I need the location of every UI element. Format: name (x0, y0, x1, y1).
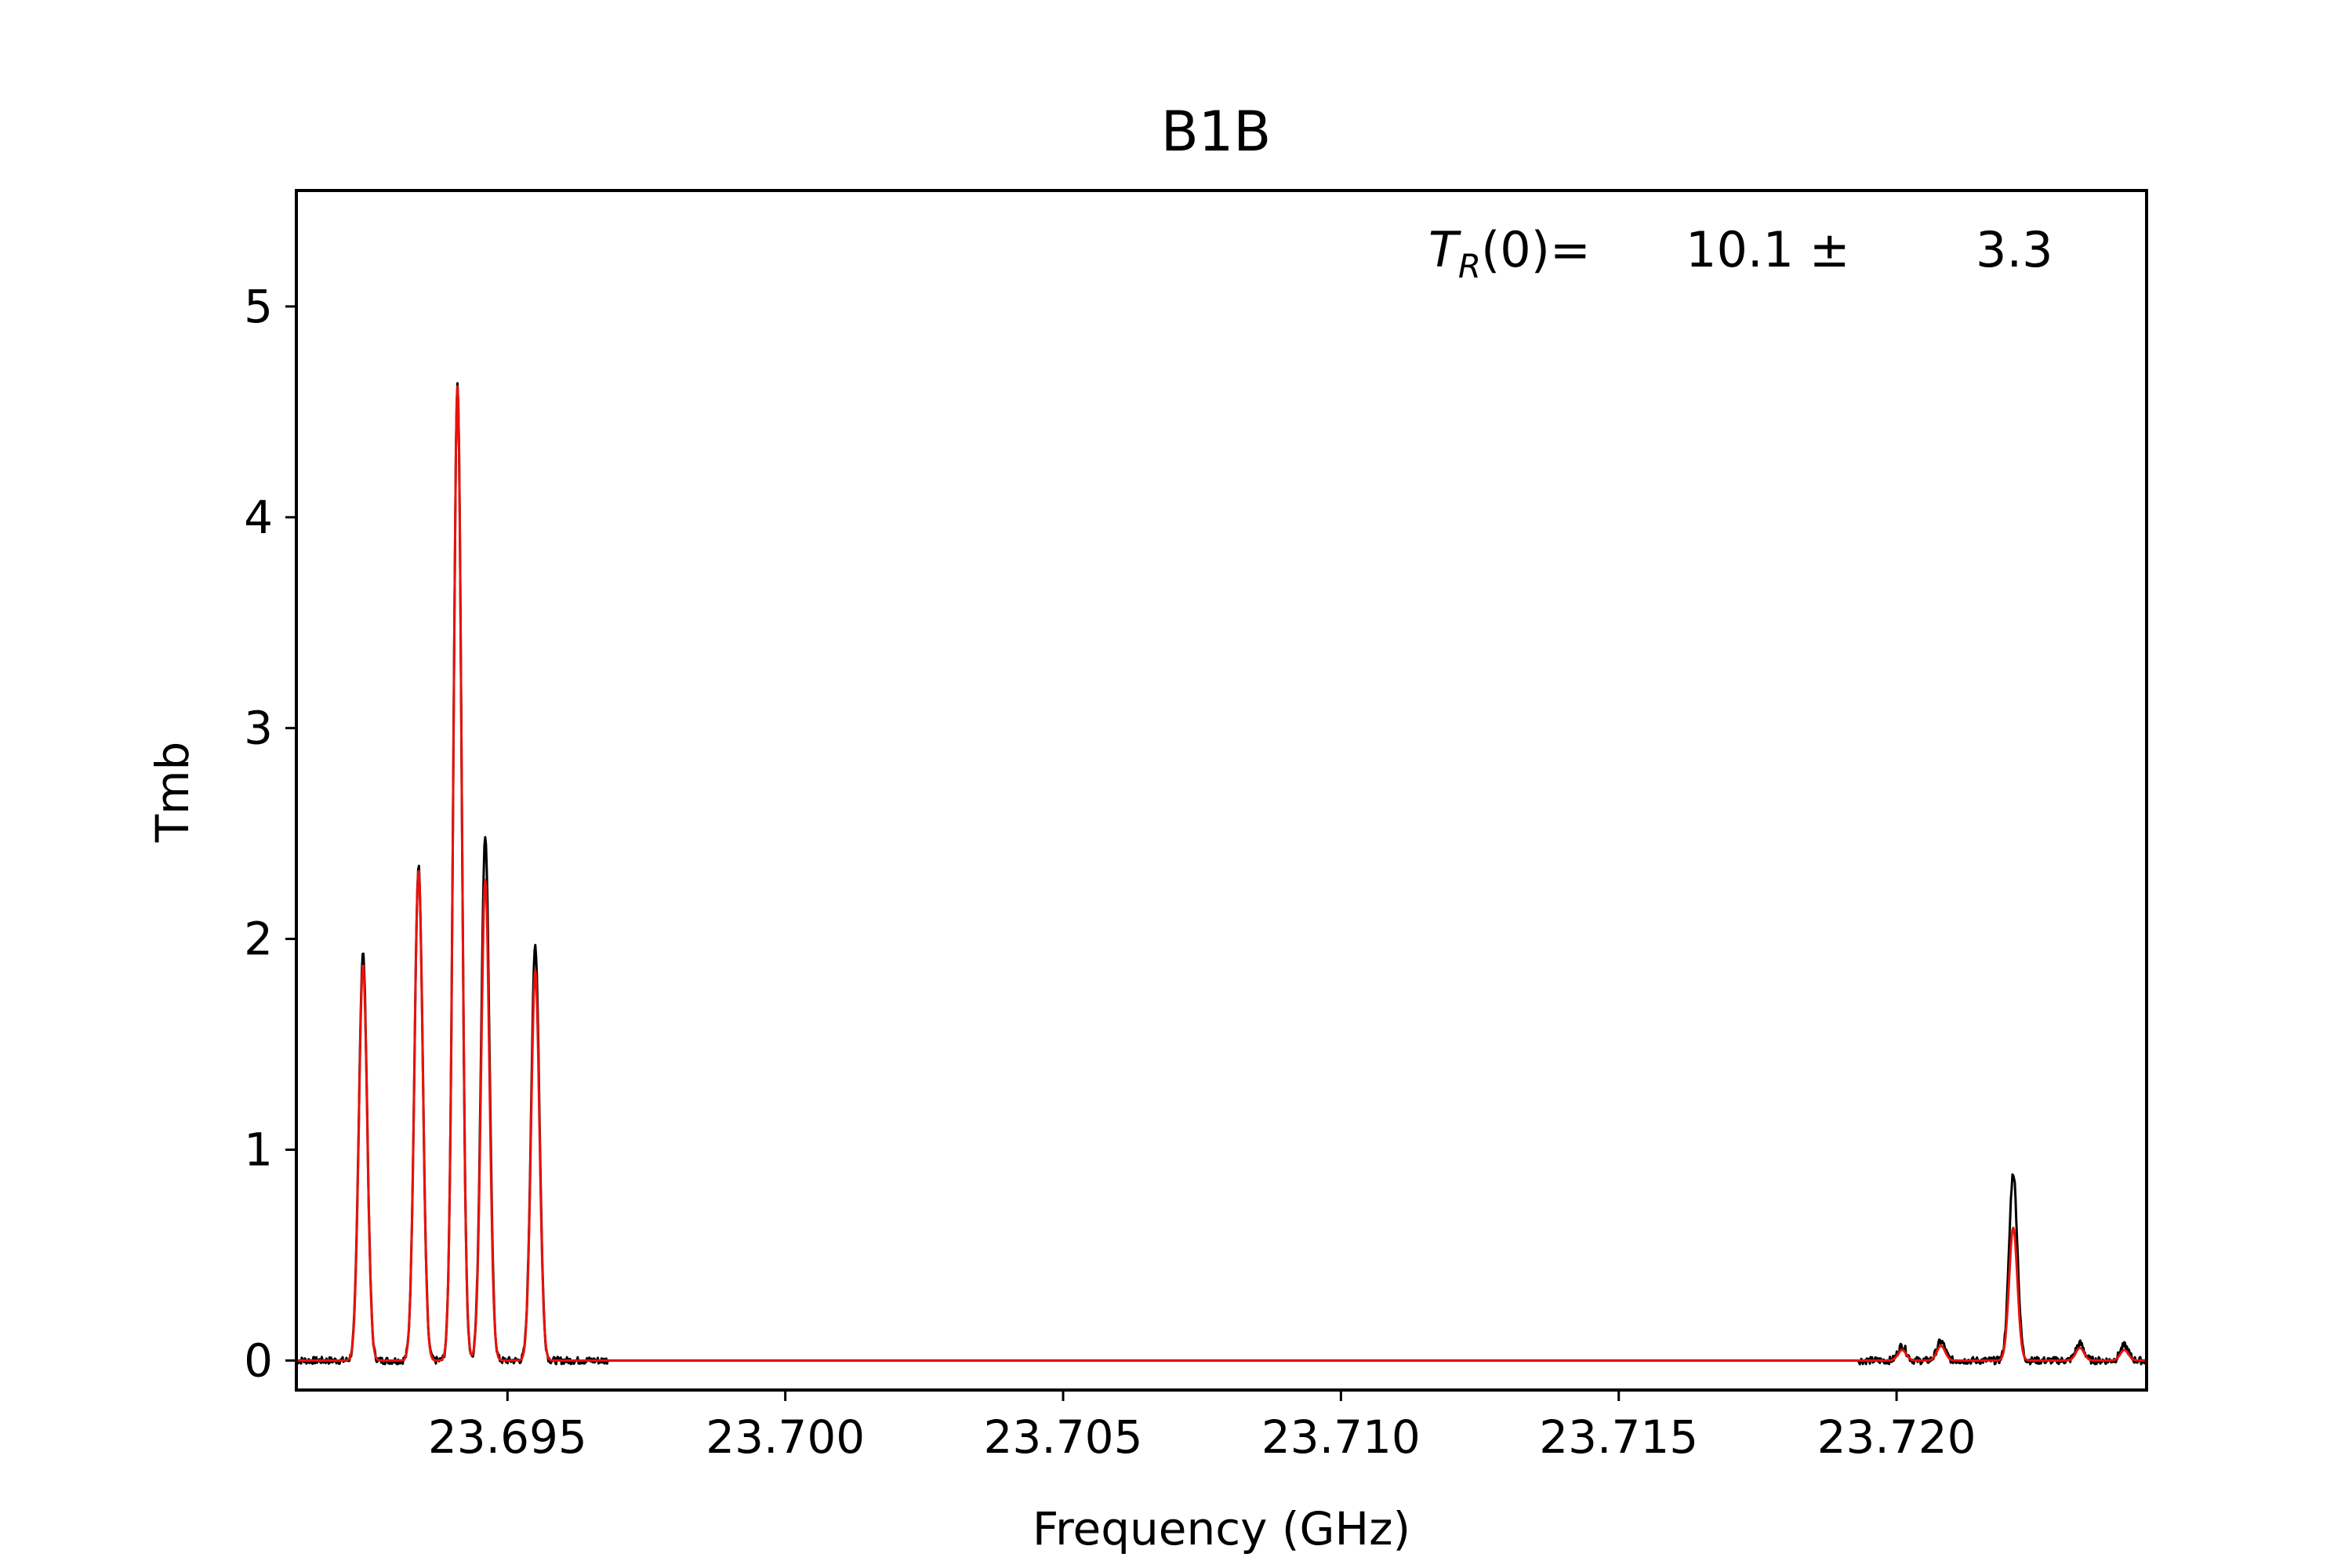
chart-title: B1B (1161, 100, 1272, 164)
y-axis-label: Tmb (146, 742, 199, 844)
plot-frame (295, 189, 2148, 1392)
y-tick-label: 4 (244, 491, 273, 544)
tr0-symbol: T (1428, 221, 1461, 278)
model-fit-line (296, 385, 2147, 1362)
y-tick-label: 5 (244, 280, 273, 333)
observed-spectrum-line (296, 382, 2148, 1366)
y-tick-label: 0 (244, 1334, 273, 1387)
x-axis-label: Frequency (GHz) (1033, 1502, 1410, 1555)
tr0-label: TR(0)= (1428, 221, 1591, 285)
x-tick-label: 23.720 (1817, 1410, 1976, 1464)
y-tick-label: 1 (244, 1123, 273, 1176)
x-tick-label: 23.710 (1261, 1410, 1421, 1464)
x-axis-ticks: 23.695 23.700 23.705 23.710 23.715 23.720 (428, 1390, 1976, 1464)
tr0-error: 3.3 (1976, 221, 2053, 278)
x-tick-label: 23.715 (1539, 1410, 1698, 1464)
tr0-value: 10.1 ± (1686, 221, 1850, 278)
tr0-subscript: R (1458, 247, 1481, 285)
y-tick-label: 2 (244, 913, 273, 966)
x-tick-label: 23.705 (984, 1410, 1143, 1464)
tr0-annotation: TR(0)= 10.1 ± 3.3 (1428, 221, 2053, 285)
y-tick-label: 3 (244, 702, 273, 755)
tr0-suffix: (0)= (1481, 221, 1591, 278)
spectrum-lines (296, 382, 2148, 1366)
x-tick-label: 23.695 (428, 1410, 587, 1464)
x-tick-label: 23.700 (706, 1410, 865, 1464)
y-axis-ticks: 0 1 2 3 4 5 (244, 280, 296, 1387)
